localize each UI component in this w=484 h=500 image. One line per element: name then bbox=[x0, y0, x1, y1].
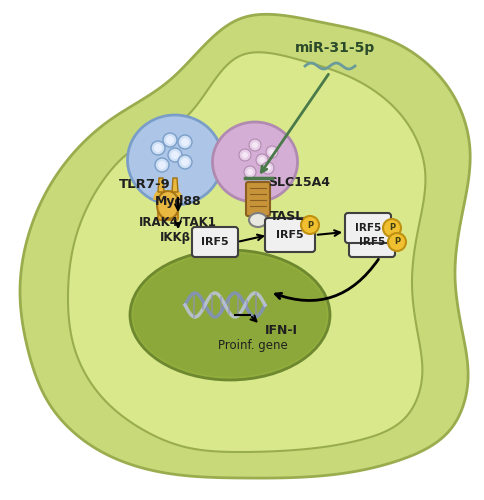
Circle shape bbox=[239, 149, 251, 161]
Circle shape bbox=[178, 135, 192, 149]
FancyBboxPatch shape bbox=[345, 213, 391, 243]
Text: Proinf. gene: Proinf. gene bbox=[218, 338, 288, 351]
Circle shape bbox=[151, 141, 165, 155]
Circle shape bbox=[168, 148, 182, 162]
Ellipse shape bbox=[157, 191, 179, 219]
Text: IRF5: IRF5 bbox=[355, 223, 381, 233]
Ellipse shape bbox=[127, 115, 223, 205]
Circle shape bbox=[256, 154, 268, 166]
Circle shape bbox=[388, 233, 406, 251]
FancyBboxPatch shape bbox=[349, 227, 395, 257]
Circle shape bbox=[242, 152, 248, 158]
Text: IRAK4/TAK1: IRAK4/TAK1 bbox=[139, 216, 217, 228]
Text: IKKβ: IKKβ bbox=[160, 232, 191, 244]
Circle shape bbox=[259, 157, 265, 163]
FancyBboxPatch shape bbox=[192, 227, 238, 257]
Text: P: P bbox=[389, 224, 395, 232]
Circle shape bbox=[154, 144, 162, 152]
Polygon shape bbox=[172, 178, 178, 192]
Circle shape bbox=[181, 138, 189, 146]
Text: SLC15A4: SLC15A4 bbox=[268, 176, 330, 188]
Circle shape bbox=[252, 142, 258, 148]
Ellipse shape bbox=[249, 213, 267, 227]
Circle shape bbox=[383, 219, 401, 237]
Circle shape bbox=[266, 146, 278, 158]
Circle shape bbox=[301, 216, 319, 234]
Polygon shape bbox=[68, 52, 425, 452]
Circle shape bbox=[262, 162, 274, 174]
Circle shape bbox=[249, 139, 261, 151]
Text: P: P bbox=[307, 220, 313, 230]
Text: TLR7-9: TLR7-9 bbox=[119, 178, 171, 190]
Polygon shape bbox=[20, 14, 470, 478]
Text: IRF5: IRF5 bbox=[201, 237, 229, 247]
Ellipse shape bbox=[130, 250, 330, 380]
Circle shape bbox=[265, 165, 271, 171]
Text: TASL: TASL bbox=[270, 210, 304, 224]
Polygon shape bbox=[158, 178, 164, 192]
FancyBboxPatch shape bbox=[246, 182, 270, 216]
Ellipse shape bbox=[212, 122, 298, 202]
Circle shape bbox=[269, 149, 275, 155]
Circle shape bbox=[171, 151, 179, 159]
Circle shape bbox=[244, 166, 256, 178]
Circle shape bbox=[163, 133, 177, 147]
Text: P: P bbox=[394, 238, 400, 246]
FancyBboxPatch shape bbox=[158, 198, 178, 220]
Circle shape bbox=[247, 169, 253, 175]
Circle shape bbox=[181, 158, 189, 166]
Circle shape bbox=[155, 158, 169, 172]
Text: Myd88: Myd88 bbox=[155, 196, 201, 208]
Circle shape bbox=[178, 155, 192, 169]
Text: IRF5: IRF5 bbox=[276, 230, 304, 240]
Circle shape bbox=[158, 161, 166, 169]
Text: IFN-I: IFN-I bbox=[265, 324, 298, 336]
Text: miR-31-5p: miR-31-5p bbox=[295, 41, 375, 55]
Circle shape bbox=[166, 136, 174, 144]
Text: IRF5: IRF5 bbox=[359, 237, 385, 247]
FancyBboxPatch shape bbox=[265, 218, 315, 252]
